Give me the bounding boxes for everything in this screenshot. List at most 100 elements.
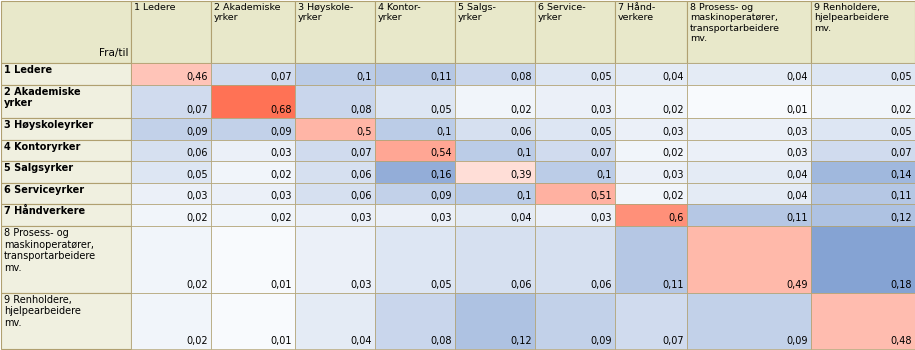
Bar bbox=[295, 140, 375, 161]
Bar bbox=[1, 85, 131, 118]
Bar bbox=[131, 85, 211, 118]
Bar bbox=[295, 293, 375, 349]
Bar bbox=[455, 85, 535, 118]
Bar bbox=[455, 226, 535, 293]
Text: 0,04: 0,04 bbox=[787, 72, 808, 82]
Text: 0,07: 0,07 bbox=[270, 72, 292, 82]
Bar bbox=[295, 161, 375, 183]
Text: 6 Serviceyrker: 6 Serviceyrker bbox=[4, 185, 84, 195]
Bar bbox=[811, 204, 915, 226]
Bar bbox=[295, 183, 375, 204]
Text: 0,08: 0,08 bbox=[350, 105, 372, 115]
Bar bbox=[687, 63, 811, 85]
Text: 6 Service-
yrker: 6 Service- yrker bbox=[538, 3, 586, 22]
Text: 0,03: 0,03 bbox=[590, 213, 612, 223]
Bar bbox=[211, 85, 295, 118]
Text: 0,05: 0,05 bbox=[590, 127, 612, 136]
Text: 0,02: 0,02 bbox=[662, 105, 684, 115]
Text: 1 Ledere: 1 Ledere bbox=[4, 65, 52, 75]
Text: 0,12: 0,12 bbox=[890, 213, 912, 223]
Bar bbox=[535, 1, 615, 63]
Text: 7 Hånd-
verkere: 7 Hånd- verkere bbox=[618, 3, 655, 22]
Bar bbox=[375, 85, 455, 118]
Text: 1 Ledere: 1 Ledere bbox=[134, 3, 176, 12]
Bar bbox=[811, 118, 915, 140]
Text: 0,09: 0,09 bbox=[787, 336, 808, 346]
Text: 0,03: 0,03 bbox=[187, 191, 208, 201]
Text: 0,03: 0,03 bbox=[271, 191, 292, 201]
Bar bbox=[615, 85, 687, 118]
Text: 0,5: 0,5 bbox=[357, 127, 372, 136]
Text: Fra/til: Fra/til bbox=[99, 48, 128, 58]
Bar bbox=[375, 118, 455, 140]
Text: 0,18: 0,18 bbox=[890, 280, 912, 290]
Text: 5 Salgs-
yrker: 5 Salgs- yrker bbox=[458, 3, 496, 22]
Text: 8 Prosess- og
maskinoperatører,
transportarbeidere
mv.: 8 Prosess- og maskinoperatører, transpor… bbox=[690, 3, 780, 43]
Text: 2 Akademiske
yrker: 2 Akademiske yrker bbox=[214, 3, 281, 22]
Bar bbox=[615, 140, 687, 161]
Bar bbox=[535, 226, 615, 293]
Bar bbox=[295, 226, 375, 293]
Bar bbox=[211, 63, 295, 85]
Text: 0,03: 0,03 bbox=[590, 105, 612, 115]
Text: 0,1: 0,1 bbox=[597, 170, 612, 180]
Bar bbox=[211, 183, 295, 204]
Bar bbox=[455, 161, 535, 183]
Text: 0,03: 0,03 bbox=[787, 148, 808, 158]
Bar bbox=[211, 293, 295, 349]
Text: 0,1: 0,1 bbox=[436, 127, 452, 136]
Bar bbox=[211, 118, 295, 140]
Text: 0,48: 0,48 bbox=[890, 336, 912, 346]
Bar bbox=[375, 226, 455, 293]
Text: 0,09: 0,09 bbox=[430, 191, 452, 201]
Text: 0,04: 0,04 bbox=[511, 213, 532, 223]
Bar bbox=[1, 1, 131, 63]
Bar bbox=[615, 161, 687, 183]
Bar bbox=[615, 118, 687, 140]
Text: 0,06: 0,06 bbox=[590, 280, 612, 290]
Bar bbox=[455, 140, 535, 161]
Text: 0,01: 0,01 bbox=[787, 105, 808, 115]
Bar bbox=[375, 140, 455, 161]
Text: 0,05: 0,05 bbox=[890, 127, 912, 136]
Text: 7 Håndverkere: 7 Håndverkere bbox=[4, 206, 85, 216]
Text: 0,02: 0,02 bbox=[890, 105, 912, 115]
Text: 0,49: 0,49 bbox=[787, 280, 808, 290]
Bar bbox=[687, 140, 811, 161]
Text: 0,03: 0,03 bbox=[271, 148, 292, 158]
Text: 0,16: 0,16 bbox=[430, 170, 452, 180]
Text: 0,07: 0,07 bbox=[590, 148, 612, 158]
Text: 0,08: 0,08 bbox=[511, 72, 532, 82]
Bar bbox=[375, 161, 455, 183]
Bar bbox=[535, 85, 615, 118]
Bar bbox=[131, 204, 211, 226]
Bar bbox=[687, 204, 811, 226]
Bar bbox=[375, 293, 455, 349]
Bar bbox=[811, 85, 915, 118]
Bar bbox=[131, 140, 211, 161]
Bar bbox=[455, 63, 535, 85]
Bar bbox=[615, 1, 687, 63]
Text: 0,06: 0,06 bbox=[511, 127, 532, 136]
Bar bbox=[1, 204, 131, 226]
Text: 0,14: 0,14 bbox=[890, 170, 912, 180]
Bar bbox=[535, 293, 615, 349]
Bar bbox=[535, 161, 615, 183]
Bar bbox=[455, 1, 535, 63]
Bar bbox=[295, 1, 375, 63]
Text: 0,02: 0,02 bbox=[187, 213, 208, 223]
Text: 9 Renholdere,
hjelpearbeidere
mv.: 9 Renholdere, hjelpearbeidere mv. bbox=[814, 3, 888, 33]
Text: 9 Renholdere,
hjelpearbeidere
mv.: 9 Renholdere, hjelpearbeidere mv. bbox=[4, 295, 81, 328]
Bar bbox=[687, 1, 811, 63]
Text: 0,02: 0,02 bbox=[662, 148, 684, 158]
Text: 0,6: 0,6 bbox=[669, 213, 684, 223]
Bar bbox=[211, 161, 295, 183]
Text: 0,02: 0,02 bbox=[187, 280, 208, 290]
Bar bbox=[687, 85, 811, 118]
Bar bbox=[375, 1, 455, 63]
Bar bbox=[375, 204, 455, 226]
Bar bbox=[375, 63, 455, 85]
Text: 0,07: 0,07 bbox=[662, 336, 684, 346]
Text: 0,1: 0,1 bbox=[357, 72, 372, 82]
Text: 0,1: 0,1 bbox=[517, 191, 532, 201]
